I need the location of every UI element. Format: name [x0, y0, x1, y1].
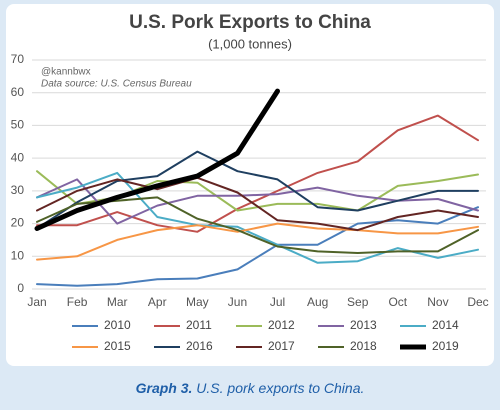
series-line: [36, 114, 479, 233]
caption-label: Graph 3.: [136, 380, 193, 396]
x-tick-label: Jun: [228, 295, 247, 309]
x-tick-label: Feb: [67, 295, 88, 309]
series-line: [36, 222, 479, 261]
x-tick-label: Apr: [148, 295, 167, 309]
legend-label: 2013: [350, 318, 377, 332]
series-line: [36, 206, 479, 287]
y-tick-label: 70: [11, 52, 25, 66]
annotation: @kannbwx: [41, 67, 91, 78]
x-tick-label: Sep: [347, 295, 369, 309]
x-tick-label: Jul: [270, 295, 285, 309]
legend-label: 2015: [104, 339, 131, 353]
series-line: [36, 171, 479, 264]
series-line: [34, 88, 280, 231]
chart-title: U.S. Pork Exports to China: [129, 12, 371, 33]
y-tick-label: 30: [11, 183, 25, 197]
series-line: [36, 150, 479, 230]
caption: Graph 3. U.S. pork exports to China.: [136, 380, 365, 396]
legend-label: 2012: [268, 318, 295, 332]
caption-text: U.S. pork exports to China.: [196, 380, 364, 396]
y-tick-label: 40: [11, 150, 25, 164]
x-tick-label: May: [186, 295, 209, 309]
y-tick-label: 10: [11, 248, 25, 262]
y-tick-label: 20: [11, 216, 25, 230]
x-tick-label: Jan: [27, 295, 46, 309]
legend-label: 2018: [350, 339, 377, 353]
chart-subtitle: (1,000 tonnes): [208, 36, 292, 51]
x-tick-label: Mar: [107, 295, 128, 309]
legend-label: 2019: [432, 339, 459, 353]
legend-label: 2014: [432, 318, 459, 332]
legend-label: 2011: [186, 318, 212, 332]
x-tick-label: Aug: [307, 295, 328, 309]
series-line: [36, 176, 479, 232]
chart-panel: [6, 4, 494, 366]
legend-label: 2010: [104, 318, 131, 332]
x-tick-label: Nov: [427, 295, 448, 309]
annotation: Data source: U.S. Census Bureau: [41, 79, 192, 90]
x-tick-label: Dec: [467, 295, 488, 309]
x-tick-label: Oct: [388, 295, 407, 309]
legend-label: 2017: [268, 339, 295, 353]
series-line: [36, 178, 479, 225]
y-tick-label: 0: [17, 281, 24, 295]
legend-label: 2016: [186, 339, 213, 353]
y-tick-label: 60: [11, 85, 25, 99]
y-tick-label: 50: [11, 118, 25, 132]
